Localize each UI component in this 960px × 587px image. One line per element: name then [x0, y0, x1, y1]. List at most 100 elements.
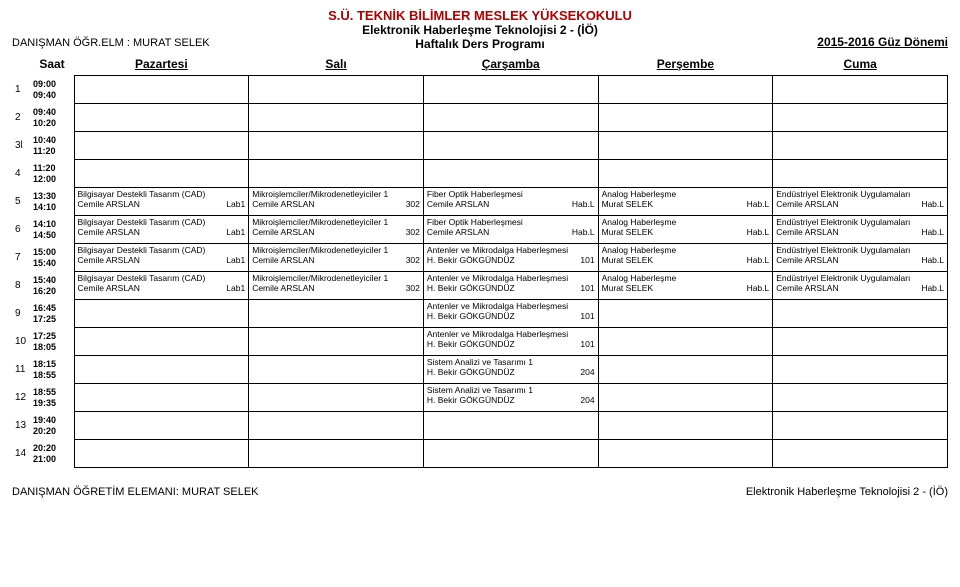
time-cell: 19:4020:20 [30, 412, 74, 440]
table-row: 815:4016:20Bilgisayar Destekli Tasarım (… [12, 272, 948, 300]
schedule-cell: Antenler ve Mikrodalga HaberleşmesiH. Be… [423, 244, 598, 272]
schedule-cell [423, 104, 598, 132]
course-name: Antenler ve Mikrodalga Haberleşmesi [427, 245, 595, 255]
row-index: 11 [12, 356, 30, 384]
schedule-cell: Endüstriyel Elektronik UygulamalarıCemil… [773, 216, 948, 244]
room: Lab1 [226, 255, 245, 265]
schedule-cell: Fiber Optik HaberleşmesiCemile ARSLANHab… [423, 216, 598, 244]
schedule-cell: Analog HaberleşmeMurat SELEKHab.L [598, 272, 773, 300]
room: 302 [406, 199, 420, 209]
schedule-cell [598, 384, 773, 412]
schedule-cell: Analog HaberleşmeMurat SELEKHab.L [598, 188, 773, 216]
schedule-cell [423, 412, 598, 440]
schedule-cell [598, 356, 773, 384]
table-row: 715:0015:40Bilgisayar Destekli Tasarım (… [12, 244, 948, 272]
course-name: Bilgisayar Destekli Tasarım (CAD) [78, 189, 246, 199]
time-cell: 10:4011:20 [30, 132, 74, 160]
course-name: Mikroişlemciler/Mikrodenetleyiciler 1 [252, 189, 420, 199]
table-row: 1017:2518:05 Antenler ve Mikrodalga Haber… [12, 328, 948, 356]
page-footer: DANIŞMAN ÖĞRETİM ELEMANI: MURAT SELEK El… [12, 486, 948, 498]
schedule-cell [598, 104, 773, 132]
instructor: Cemile ARSLAN [252, 283, 314, 293]
col-day: Perşembe [598, 55, 773, 76]
schedule-cell: Bilgisayar Destekli Tasarım (CAD)Cemile … [74, 272, 249, 300]
row-index: 2 [12, 104, 30, 132]
schedule-cell: Bilgisayar Destekli Tasarım (CAD)Cemile … [74, 244, 249, 272]
course-detail: Cemile ARSLANHab.L [776, 283, 944, 293]
room: Hab.L [921, 255, 944, 265]
row-index: 10 [12, 328, 30, 356]
schedule-cell [773, 132, 948, 160]
course-name: Bilgisayar Destekli Tasarım (CAD) [78, 217, 246, 227]
schedule-cell: Bilgisayar Destekli Tasarım (CAD)Cemile … [74, 188, 249, 216]
schedule-cell [598, 440, 773, 468]
table-row: 109:0009:40 [12, 76, 948, 104]
course-detail: Cemile ARSLAN Hab.L [776, 199, 944, 209]
schedule-cell: Endüstriyel Elektronik UygulamalarıCemil… [773, 244, 948, 272]
schedule-cell: Antenler ve Mikrodalga HaberleşmesiH. Be… [423, 272, 598, 300]
instructor: Cemile ARSLAN [427, 227, 489, 237]
schedule-cell [423, 440, 598, 468]
schedule-cell [74, 412, 249, 440]
course-detail: Cemile ARSLAN Lab1 [78, 283, 246, 293]
schedule-cell: Mikroişlemciler/Mikrodenetleyiciler 1Cem… [249, 216, 424, 244]
row-index: 3l [12, 132, 30, 160]
course-detail: Cemile ARSLAN302 [252, 283, 420, 293]
room: Lab1 [226, 283, 245, 293]
course-detail: H. Bekir GÖKGÜNDÜZ101 [427, 255, 595, 265]
schedule-cell [773, 384, 948, 412]
course-name: Mikroişlemciler/Mikrodenetleyiciler 1 [252, 245, 420, 255]
schedule-cell [74, 300, 249, 328]
instructor: Cemile ARSLAN [78, 227, 140, 237]
course-name: Antenler ve Mikrodalga Haberleşmesi [427, 329, 595, 339]
course-detail: Murat SELEKHab.L [602, 255, 770, 265]
instructor: Murat SELEK [602, 283, 654, 293]
time-cell: 15:0015:40 [30, 244, 74, 272]
course-name: Analog Haberleşme [602, 189, 770, 199]
col-saat: Saat [30, 55, 74, 76]
course-name: Endüstriyel Elektronik Uygulamaları [776, 189, 944, 199]
schedule-cell [598, 412, 773, 440]
schedule-cell [249, 356, 424, 384]
time-cell: 17:2518:05 [30, 328, 74, 356]
row-index: 13 [12, 412, 30, 440]
schedule-cell [773, 104, 948, 132]
schedule-cell [74, 160, 249, 188]
course-detail: Cemile ARSLANHab.L [776, 255, 944, 265]
schedule-cell [773, 440, 948, 468]
course-name: Endüstriyel Elektronik Uygulamaları [776, 217, 944, 227]
time-cell: 09:4010:20 [30, 104, 74, 132]
schedule-cell [773, 412, 948, 440]
table-row: 411:2012:00 [12, 160, 948, 188]
course-name: Analog Haberleşme [602, 217, 770, 227]
schedule-cell [598, 328, 773, 356]
course-detail: Cemile ARSLANHab.L [427, 199, 595, 209]
course-detail: H. Bekir GÖKGÜNDÜZ204 [427, 395, 595, 405]
course-name: Endüstriyel Elektronik Uygulamaları [776, 245, 944, 255]
instructor: Cemile ARSLAN [78, 199, 140, 209]
course-name: Bilgisayar Destekli Tasarım (CAD) [78, 245, 246, 255]
schedule-cell [74, 440, 249, 468]
schedule-cell: Mikroişlemciler/Mikrodenetleyiciler 1Cem… [249, 188, 424, 216]
room: 204 [580, 367, 594, 377]
room: Hab.L [572, 227, 595, 237]
instructor: Cemile ARSLAN [776, 199, 838, 209]
time-cell: 18:5519:35 [30, 384, 74, 412]
instructor: Cemile ARSLAN [78, 283, 140, 293]
schedule-cell: Mikroişlemciler/Mikrodenetleyiciler 1Cem… [249, 244, 424, 272]
instructor: Cemile ARSLAN [776, 227, 838, 237]
schedule-cell [598, 300, 773, 328]
room: Hab.L [572, 199, 595, 209]
row-index: 9 [12, 300, 30, 328]
instructor: Murat SELEK [602, 227, 654, 237]
room: Hab.L [921, 199, 944, 209]
instructor: Cemile ARSLAN [78, 255, 140, 265]
schedule-cell [773, 160, 948, 188]
schedule-table: Saat Pazartesi Salı Çarşamba Perşembe Cu… [12, 55, 948, 468]
course-name: Antenler ve Mikrodalga Haberleşmesi [427, 301, 595, 311]
school-title: S.Ü. TEKNİK BİLİMLER MESLEK YÜKSEKOKULU [12, 8, 948, 23]
row-index: 5 [12, 188, 30, 216]
schedule-cell: Antenler ve Mikrodalga HaberleşmesiH. Be… [423, 300, 598, 328]
time-cell: 14:1014:50 [30, 216, 74, 244]
schedule-cell: Sistem Analizi ve Tasarımı 1H. Bekir GÖK… [423, 356, 598, 384]
